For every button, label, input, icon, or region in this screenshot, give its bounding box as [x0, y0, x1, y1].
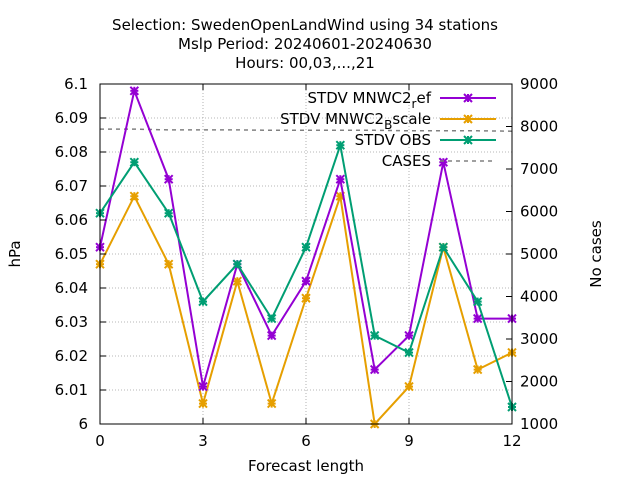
y2-tick-label: 4000 — [520, 288, 558, 306]
plot-series — [95, 86, 517, 429]
y2-axis-label: No cases — [587, 220, 605, 288]
data-point — [472, 364, 483, 375]
legend-label: STDV MNWC2ref — [308, 89, 432, 111]
legend-item: STDV OBS — [355, 131, 496, 149]
series-stdv-obs — [95, 140, 517, 412]
y2-tick-label: 1000 — [520, 415, 558, 433]
y-tick-label: 6.1 — [64, 75, 88, 93]
y-tick-label: 6.02 — [55, 347, 88, 365]
x-tick-label: 9 — [404, 432, 414, 450]
data-point — [266, 330, 277, 341]
title-line-3: Hours: 00,03,...,21 — [235, 54, 375, 72]
legend-label: STDV OBS — [355, 131, 431, 149]
data-point — [163, 174, 174, 184]
legend-item: CASES — [382, 152, 496, 170]
chart-title: Selection: SwedenOpenLandWind using 34 s… — [112, 16, 498, 72]
y-tick-label: 6.07 — [55, 177, 88, 195]
x-tick-label: 12 — [502, 432, 521, 450]
y2-tick-label: 9000 — [520, 75, 558, 93]
data-point — [335, 140, 346, 150]
data-point — [438, 157, 449, 167]
data-point — [198, 296, 208, 307]
data-point — [301, 276, 311, 286]
axis-ticks: 6 6.01 6.02 6.03 6.04 6.05 6.06 6.07 6.08 6.09 6.1… — [55, 75, 559, 450]
data-point — [472, 313, 483, 324]
data-point — [404, 381, 414, 392]
x-tick-label: 0 — [95, 432, 105, 450]
data-point — [232, 259, 243, 269]
series-line — [99, 193, 513, 427]
data-point — [438, 242, 449, 252]
data-point — [301, 242, 311, 252]
data-point — [472, 296, 483, 307]
data-point — [463, 135, 473, 145]
x-tick-label: 6 — [301, 432, 311, 450]
legend-item: STDV MNWC2Bscale — [280, 110, 496, 132]
data-point — [129, 191, 140, 201]
data-point — [369, 330, 380, 341]
y2-tick-label: 8000 — [520, 118, 558, 136]
data-point — [198, 398, 208, 409]
y2-tick-label: 2000 — [520, 373, 558, 391]
y-tick-label: 6.09 — [55, 109, 88, 127]
legend-label: STDV MNWC2Bscale — [280, 110, 431, 132]
y2-tick-label: 3000 — [520, 330, 558, 348]
y2-tick-label: 5000 — [520, 245, 558, 263]
data-point — [404, 347, 414, 358]
y2-tick-label: 7000 — [520, 160, 558, 178]
data-point — [335, 174, 346, 184]
x-axis-label: Forecast length — [248, 457, 364, 475]
y-tick-label: 6.04 — [55, 279, 88, 297]
grid — [100, 84, 512, 424]
data-point — [232, 276, 243, 286]
y-tick-label: 6.03 — [55, 313, 88, 331]
data-point — [463, 93, 473, 103]
data-point — [266, 313, 277, 324]
data-point — [463, 114, 473, 124]
data-point — [404, 330, 414, 341]
title-line-2: Mslp Period: 20240601-20240630 — [178, 35, 432, 53]
y-tick-label: 6.08 — [55, 143, 88, 161]
y-tick-label: 6.01 — [55, 381, 88, 399]
data-point — [369, 364, 380, 375]
y2-tick-label: 6000 — [520, 203, 558, 221]
x-tick-label: 3 — [198, 432, 208, 450]
data-point — [129, 86, 140, 96]
data-point — [301, 293, 311, 303]
legend-item: STDV MNWC2ref — [308, 89, 496, 111]
series-stdv-mnwc2-bscale — [95, 191, 517, 429]
y-tick-label: 6 — [78, 415, 88, 433]
y-tick-label: 6.05 — [55, 245, 88, 263]
data-point — [163, 259, 174, 269]
data-point — [163, 208, 174, 218]
y-axis-label: hPa — [6, 240, 24, 267]
data-point — [129, 157, 140, 167]
data-point — [198, 381, 208, 392]
y-tick-label: 6.06 — [55, 211, 88, 229]
data-point — [266, 398, 277, 409]
legend-label: CASES — [382, 152, 431, 170]
title-line-1: Selection: SwedenOpenLandWind using 34 s… — [112, 16, 498, 34]
